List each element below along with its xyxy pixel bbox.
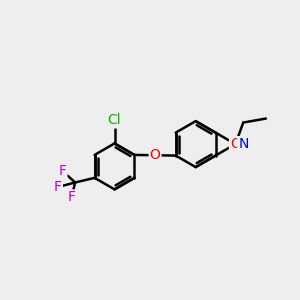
Text: F: F [58,164,67,178]
Text: F: F [54,180,62,194]
Text: N: N [238,137,249,151]
Text: O: O [150,148,160,162]
Text: F: F [68,190,76,204]
Text: O: O [230,137,241,151]
Text: Cl: Cl [108,113,121,128]
